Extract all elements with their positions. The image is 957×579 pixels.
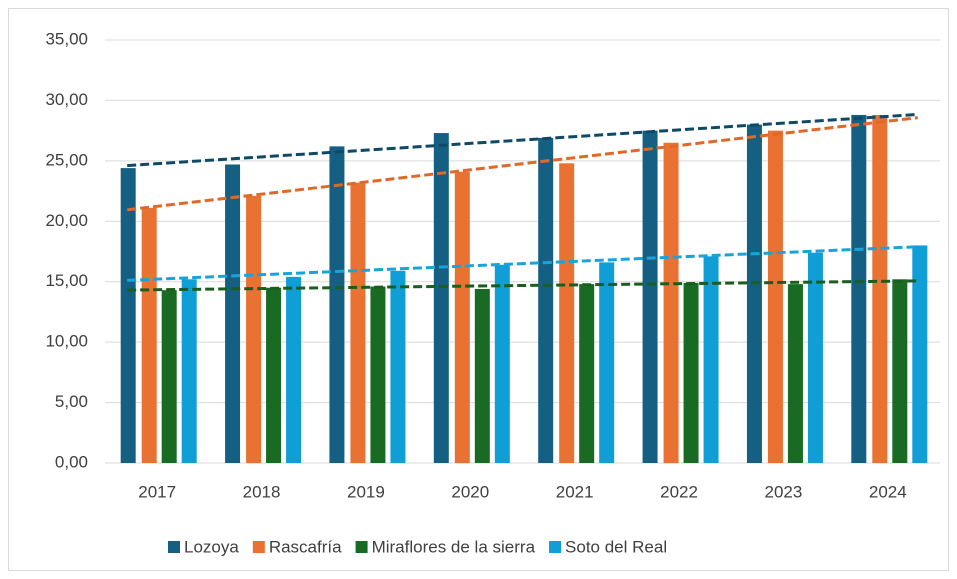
- x-tick-label: 2020: [451, 482, 489, 501]
- x-tick-label: 2023: [765, 482, 803, 501]
- bar: [746, 124, 762, 463]
- x-tick-label: 2018: [243, 482, 281, 501]
- trendline: [127, 279, 918, 292]
- legend-label: Soto del Real: [565, 537, 667, 556]
- bar: [329, 146, 345, 463]
- x-tick-label: 2024: [869, 482, 907, 501]
- bar: [454, 171, 470, 463]
- bar: [141, 207, 157, 463]
- bar: [494, 264, 510, 463]
- x-tick-label: 2022: [660, 482, 698, 501]
- bar: [246, 195, 262, 464]
- bar: [181, 279, 197, 463]
- y-tick-label: 10,00: [45, 332, 88, 351]
- bar: [161, 290, 177, 463]
- y-tick-label: 35,00: [45, 29, 88, 48]
- bar: [807, 252, 823, 463]
- legend-swatch: [252, 541, 265, 553]
- x-tick-label: 2021: [556, 482, 594, 501]
- y-tick-label: 25,00: [45, 150, 88, 169]
- bar: [663, 142, 679, 463]
- bar: [474, 288, 490, 463]
- bar: [851, 114, 867, 463]
- bar: [266, 287, 282, 463]
- x-tick-label: 2017: [138, 482, 176, 501]
- x-tick-label: 2019: [347, 482, 385, 501]
- bar: [787, 284, 803, 463]
- bar: [703, 256, 719, 463]
- bar: [286, 276, 302, 463]
- legend-swatch: [168, 541, 180, 553]
- trendline: [127, 245, 918, 282]
- legend-label: Lozoya: [184, 537, 239, 556]
- legend-swatch: [549, 541, 562, 553]
- y-tick-label: 30,00: [45, 90, 88, 109]
- trendline: [127, 112, 918, 168]
- bar: [683, 282, 699, 463]
- y-tick-label: 0,00: [55, 452, 88, 471]
- bar: [872, 114, 888, 463]
- bar: [538, 137, 554, 463]
- y-tick-label: 15,00: [45, 271, 88, 290]
- bar: [892, 279, 908, 463]
- bar: [642, 130, 658, 463]
- bar: [370, 286, 386, 463]
- bar: [433, 133, 449, 463]
- bar: [559, 163, 575, 463]
- bar: [599, 262, 615, 463]
- y-tick-label: 5,00: [55, 392, 88, 411]
- bar: [767, 130, 783, 463]
- bar: [912, 245, 928, 463]
- bar: [225, 164, 241, 464]
- bar: [390, 270, 406, 463]
- bar: [350, 182, 366, 463]
- legend-label: Rascafría: [269, 537, 342, 556]
- bar: [120, 168, 136, 463]
- legend-swatch: [355, 541, 368, 553]
- y-tick-label: 20,00: [45, 211, 88, 230]
- trendline: [127, 116, 918, 212]
- bar: [579, 284, 595, 463]
- legend-label: Miraflores de la sierra: [372, 537, 536, 556]
